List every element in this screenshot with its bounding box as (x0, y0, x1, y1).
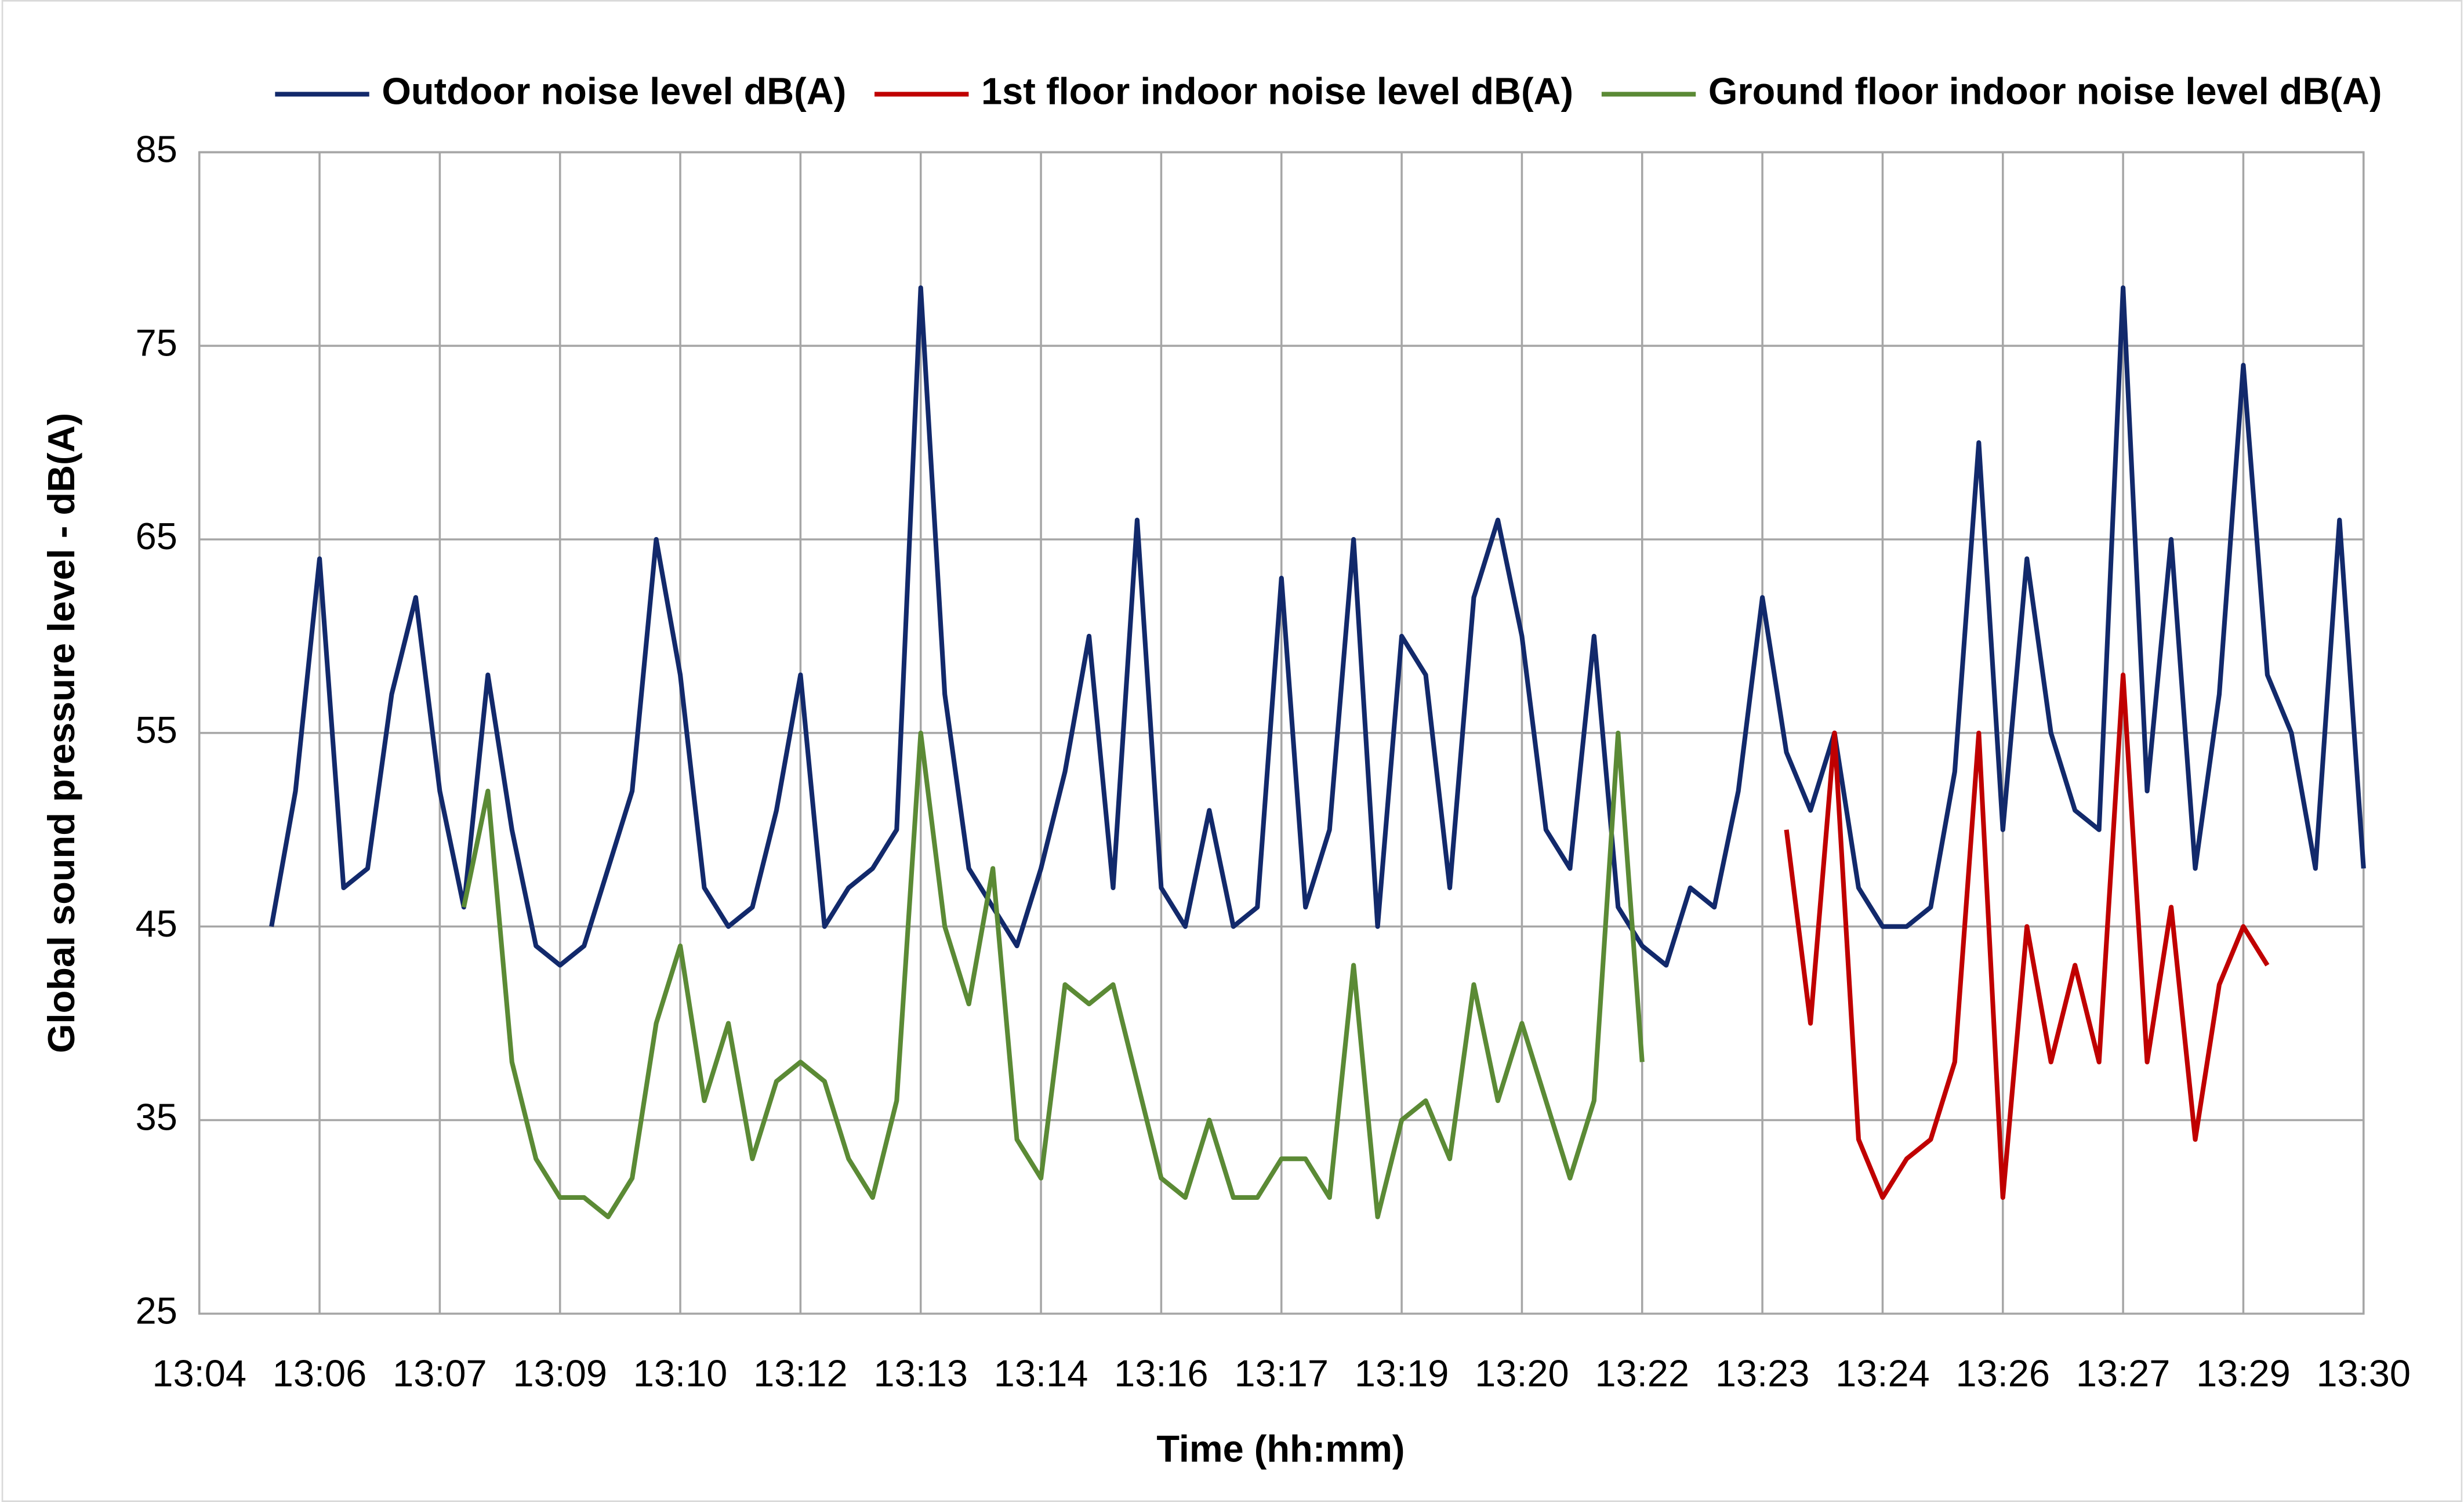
x-tick-label: 13:22 (1595, 1352, 1690, 1395)
x-tick-label: 13:12 (753, 1352, 848, 1395)
y-tick-label: 55 (136, 709, 177, 751)
y-axis-title: Global sound pressure level - dB(A) (40, 413, 82, 1053)
series-line (461, 730, 1645, 1220)
x-tick-label: 13:30 (2317, 1352, 2411, 1395)
x-tick-label: 13:24 (1835, 1352, 1930, 1395)
x-tick-label: 13:14 (994, 1352, 1088, 1395)
y-tick-label: 75 (136, 321, 177, 364)
y-tick-label: 45 (136, 902, 177, 945)
x-tick-label: 13:13 (873, 1352, 968, 1395)
legend-label: 1st floor indoor noise level dB(A) (981, 70, 1573, 113)
y-tick-label: 65 (136, 515, 177, 557)
x-tick-label: 13:07 (393, 1352, 487, 1395)
x-tick-label: 13:16 (1114, 1352, 1209, 1395)
x-tick-label: 13:26 (1956, 1352, 2051, 1395)
y-tick-label: 85 (136, 128, 177, 170)
x-tick-label: 13:04 (152, 1352, 246, 1395)
x-tick-label: 13:19 (1355, 1352, 1449, 1395)
x-tick-label: 13:29 (2196, 1352, 2291, 1395)
legend-label: Ground floor indoor noise level dB(A) (1708, 70, 2382, 113)
x-tick-label: 13:06 (273, 1352, 367, 1395)
x-tick-label: 13:09 (513, 1352, 607, 1395)
x-tick-label: 13:20 (1475, 1352, 1569, 1395)
legend-label: Outdoor noise level dB(A) (382, 70, 846, 113)
x-tick-label: 13:17 (1234, 1352, 1329, 1395)
x-axis-title: Time (hh:mm) (1156, 1428, 1405, 1470)
x-tick-label: 13:10 (633, 1352, 728, 1395)
series-line (1784, 672, 2270, 1200)
plot-frame (198, 151, 2365, 1315)
x-tick-label: 13:23 (1715, 1352, 1810, 1395)
y-tick-label: 35 (136, 1096, 177, 1138)
x-tick-label: 13:27 (2076, 1352, 2171, 1395)
y-tick-label: 25 (136, 1289, 177, 1332)
series-line (269, 285, 2366, 968)
